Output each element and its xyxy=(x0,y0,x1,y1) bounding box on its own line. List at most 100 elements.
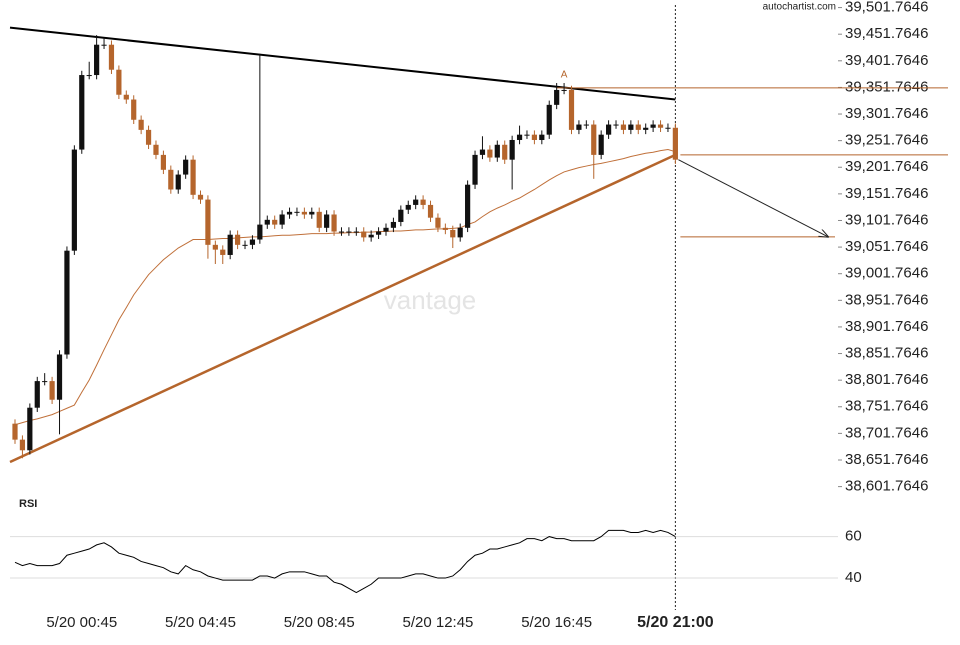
candle-body xyxy=(516,134,523,140)
y-tick-label: 39,001.7646 xyxy=(845,265,928,282)
candle-body xyxy=(494,144,500,158)
source: autochartist.com xyxy=(763,2,836,13)
candle-body xyxy=(487,149,493,158)
candle-body xyxy=(71,149,77,251)
candle-body xyxy=(235,234,241,245)
x-tick-label: 5/20 16:45 xyxy=(521,614,592,631)
candle-body xyxy=(398,209,404,222)
candle-body xyxy=(175,174,181,190)
candle-body xyxy=(657,124,664,128)
watermark: vantage xyxy=(384,285,477,315)
candle-body xyxy=(12,423,18,440)
candle-body xyxy=(272,219,278,225)
candle-body xyxy=(650,124,656,128)
x-tick-label: 5/20 08:45 xyxy=(284,614,355,631)
y-tick-label: 38,951.7646 xyxy=(845,291,928,308)
candle-body xyxy=(108,44,115,70)
candle-body xyxy=(383,227,389,232)
candle-body xyxy=(123,94,129,100)
y-tick-label: 39,151.7646 xyxy=(845,185,928,202)
candle-body xyxy=(309,211,315,215)
candle-body xyxy=(286,211,293,215)
candle-body xyxy=(546,104,552,135)
y-tick-label: 39,351.7646 xyxy=(845,78,928,95)
candle-body xyxy=(138,119,144,130)
candle-body xyxy=(420,199,426,205)
y-tick-label: 39,051.7646 xyxy=(845,238,928,255)
candle-body xyxy=(405,204,411,210)
candle-body xyxy=(450,229,456,238)
candle-body xyxy=(539,134,545,140)
y-tick-label: 39,451.7646 xyxy=(845,25,928,42)
candle-body xyxy=(672,127,678,160)
y-tick-label: 39,301.7646 xyxy=(845,105,928,122)
candle-body xyxy=(465,184,471,228)
candle-body xyxy=(568,89,575,130)
candle-body xyxy=(101,44,107,46)
candle-body xyxy=(598,134,604,155)
y-tick-label: 38,901.7646 xyxy=(845,318,928,335)
y-tick-label: 39,501.7646 xyxy=(845,0,928,16)
candle-body xyxy=(212,244,218,250)
x-tick-label: 5/20 04:45 xyxy=(165,614,236,631)
candle-body xyxy=(606,124,612,135)
candle-body xyxy=(324,214,330,228)
candle-body xyxy=(346,231,352,233)
candle-body xyxy=(64,250,70,355)
candle-body xyxy=(502,144,508,160)
y-tick-label: 39,201.7646 xyxy=(845,158,928,175)
candle-body xyxy=(531,134,537,140)
candle-body xyxy=(79,75,85,150)
candle-body xyxy=(279,214,285,225)
candle-body xyxy=(160,154,166,170)
candle-body xyxy=(643,127,649,130)
candle-body xyxy=(583,124,589,126)
candle-body xyxy=(413,199,419,205)
candle-body xyxy=(183,159,189,175)
candle-body xyxy=(591,124,597,155)
candle-body xyxy=(368,234,374,238)
candle-body xyxy=(197,194,204,200)
y-tick-label: 38,801.7646 xyxy=(845,371,928,388)
candle-body xyxy=(561,89,567,91)
y-tick-label: 38,851.7646 xyxy=(845,345,928,362)
rsi-title: RSI xyxy=(19,498,37,510)
y-tick-label: 38,651.7646 xyxy=(845,451,928,468)
candle-body xyxy=(264,219,270,225)
candle-body xyxy=(331,214,337,232)
candle-body xyxy=(442,227,448,230)
candle-body xyxy=(554,89,560,105)
candle-body xyxy=(205,199,211,245)
y-tick-label: 60 xyxy=(845,528,862,545)
candle-body xyxy=(353,231,359,233)
rsi-line xyxy=(14,529,676,594)
candle-body xyxy=(301,211,307,215)
candle-body xyxy=(227,234,233,255)
y-tick-label: 40 xyxy=(845,569,862,586)
candle-body xyxy=(375,231,382,235)
candle-body xyxy=(56,354,63,400)
candle-body xyxy=(220,249,226,255)
candle-body xyxy=(131,99,137,120)
candle-body xyxy=(294,211,300,213)
candle-body xyxy=(145,129,152,145)
y-tick-label: 38,701.7646 xyxy=(845,424,928,441)
candle-body xyxy=(94,44,100,76)
candle-body xyxy=(435,217,441,228)
candle-body xyxy=(479,149,486,155)
x-tick-label: 5/20 00:45 xyxy=(46,614,117,631)
x-tick-label: 5/20 12:45 xyxy=(402,614,473,631)
candle-body xyxy=(620,124,627,130)
candle-body xyxy=(316,211,322,228)
y-tick-label: 39,101.7646 xyxy=(845,211,928,228)
candle-body xyxy=(635,124,641,130)
candle-body xyxy=(168,169,174,190)
moving-average xyxy=(14,149,676,426)
candle-body xyxy=(257,224,263,240)
y-tick-label: 38,751.7646 xyxy=(845,398,928,415)
candle-body xyxy=(249,239,256,245)
y-tick-label: 38,601.7646 xyxy=(845,478,928,495)
candle-body xyxy=(509,139,515,160)
